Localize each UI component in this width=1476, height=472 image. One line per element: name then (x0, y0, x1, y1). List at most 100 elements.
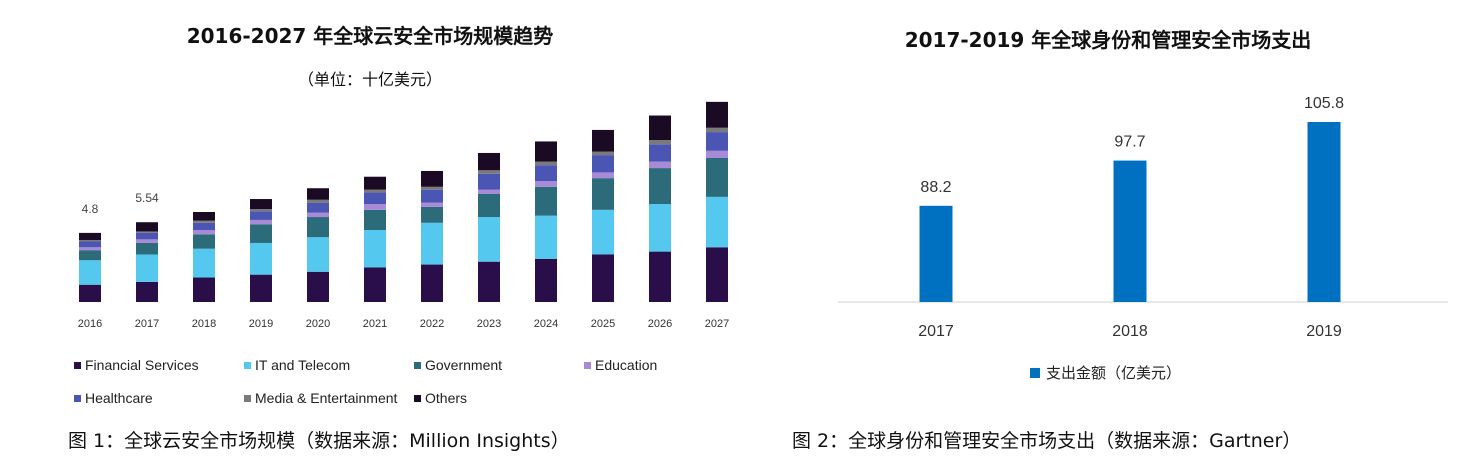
bar-segment-2018-education (193, 230, 215, 235)
bar-segment-2023-financial-services (478, 261, 500, 302)
bar-segment-2019-education (250, 219, 272, 225)
bar-segment-2025-education (592, 172, 614, 179)
value-label: 105.8 (1304, 95, 1344, 112)
bar-segment-2024-it-and-telecom (535, 215, 557, 259)
bar-segment-2024-others (535, 141, 557, 162)
bar-segment-2025-government (592, 178, 614, 210)
legend-label: 支出金额（亿美元） (1046, 364, 1182, 382)
legend-swatch (414, 394, 421, 402)
value-label: 97.7 (1114, 134, 1145, 151)
bar-segment-2022-government (421, 206, 443, 223)
bar-segment-2027-healthcare (706, 132, 728, 151)
x-tick-label: 2027 (705, 318, 729, 330)
bar-segment-2020-education (307, 212, 329, 218)
bar-segment-2018-others (193, 212, 215, 221)
legend-label: Healthcare (85, 390, 153, 406)
bar-segment-2027-government (706, 158, 728, 197)
bar-2017 (919, 205, 953, 302)
bar-segment-2016-government (79, 250, 101, 261)
bar-segment-2019-healthcare (250, 211, 272, 220)
bar-segment-2022-healthcare (421, 189, 443, 203)
bar-segment-2017-healthcare (136, 232, 158, 240)
bar-segment-2022-it-and-telecom (421, 222, 443, 265)
bar-segment-2020-it-and-telecom (307, 237, 329, 272)
bar-segment-2026-it-and-telecom (649, 204, 671, 252)
x-tick-label: 2018 (1112, 323, 1148, 340)
legend-item: Government (414, 357, 502, 373)
bar-segment-2018-healthcare (193, 222, 215, 230)
x-tick-label: 2024 (534, 318, 558, 330)
value-label: 88.2 (920, 179, 951, 196)
bar-segment-2022-media-entertainment (421, 186, 443, 190)
bar-segment-2022-others (421, 170, 443, 187)
bar-segment-2026-others (649, 115, 671, 140)
legend-label: Education (595, 357, 658, 373)
legend-swatch (244, 394, 251, 402)
x-tick-label: 2018 (192, 318, 216, 330)
bar-segment-2018-financial-services (193, 277, 215, 302)
bar-segment-2025-healthcare (592, 155, 614, 173)
bar-segment-2023-government (478, 194, 500, 218)
bar-segment-2027-media-entertainment (706, 127, 728, 133)
bar-segment-2016-media-entertainment (79, 240, 101, 242)
x-tick-label: 2017 (918, 323, 954, 340)
legend-item: Healthcare (74, 390, 153, 406)
bar-segment-2026-financial-services (649, 251, 671, 302)
left-chart-subtitle: （单位：十亿美元） (297, 70, 442, 89)
bar-segment-2025-it-and-telecom (592, 209, 614, 255)
left-figure-caption: 图 1：全球云安全市场规模（数据来源：Million Insights） (68, 430, 570, 452)
bar-segment-2019-media-entertainment (250, 209, 272, 212)
bar-segment-2020-healthcare (307, 202, 329, 213)
bar-segment-2023-education (478, 189, 500, 194)
legend-swatch (74, 394, 81, 402)
legend-label: Media & Entertainment (255, 390, 398, 406)
bar-segment-2020-others (307, 188, 329, 200)
bar-segment-2024-financial-services (535, 258, 557, 302)
bar-segment-2016-it-and-telecom (79, 260, 101, 285)
legend-item: IT and Telecom (244, 357, 350, 373)
bar-segment-2023-it-and-telecom (478, 217, 500, 262)
bar-segment-2016-healthcare (79, 241, 101, 248)
legend-item: Media & Entertainment (244, 390, 397, 406)
x-tick-label: 2019 (1306, 323, 1342, 340)
bar-2019 (1307, 122, 1341, 302)
bar-segment-2024-media-entertainment (535, 161, 557, 166)
legend-label: Financial Services (85, 357, 199, 373)
bar-segment-2024-government (535, 186, 557, 216)
bar-segment-2017-it-and-telecom (136, 254, 158, 282)
bar-segment-2021-others (364, 176, 386, 190)
right-chart-panel: 2017-2019 年全球身份和管理安全市场支出 88.2 2017 97.7 201… (740, 0, 1476, 472)
x-tick-label: 2021 (363, 318, 387, 330)
total-data-label: 4.8 (82, 202, 99, 216)
bar-segment-2026-healthcare (649, 144, 671, 162)
legend-item: 支出金额（亿美元） (1030, 362, 1181, 383)
bar-segment-2024-education (535, 181, 557, 187)
x-tick-label: 2026 (648, 318, 672, 330)
left-chart-panel: 2016-2027 年全球云安全市场规模趋势 （单位：十亿美元） 2016 4.8… (68, 24, 729, 452)
legend-swatch (1030, 367, 1040, 378)
bar-segment-2026-media-entertainment (649, 140, 671, 145)
x-tick-label: 2020 (306, 318, 330, 330)
legend-label: Others (425, 390, 468, 406)
right-bar-chart: 88.2 2017 97.7 2018 105.8 2019 (838, 95, 1448, 340)
bar-segment-2017-financial-services (136, 281, 158, 302)
bar-2018 (1113, 160, 1147, 302)
bar-segment-2027-it-and-telecom (706, 196, 728, 248)
bar-segment-2020-media-entertainment (307, 199, 329, 203)
bar-segment-2025-media-entertainment (592, 151, 614, 156)
bar-segment-2021-government (364, 209, 386, 230)
x-tick-label: 2019 (249, 318, 273, 330)
bar-segment-2021-education (364, 204, 386, 210)
bar-segment-2016-financial-services (79, 284, 101, 302)
bar-segment-2023-media-entertainment (478, 170, 500, 174)
bar-segment-2020-financial-services (307, 271, 329, 302)
x-tick-label: 2016 (78, 318, 102, 330)
bar-segment-2019-financial-services (250, 274, 272, 302)
bar-segment-2027-financial-services (706, 247, 728, 302)
bar-segment-2025-others (592, 129, 614, 152)
bar-segment-2017-media-entertainment (136, 231, 158, 233)
x-tick-label: 2017 (135, 318, 159, 330)
bar-segment-2016-education (79, 247, 101, 251)
bar-segment-2027-education (706, 150, 728, 158)
bar-segment-2020-government (307, 217, 329, 238)
